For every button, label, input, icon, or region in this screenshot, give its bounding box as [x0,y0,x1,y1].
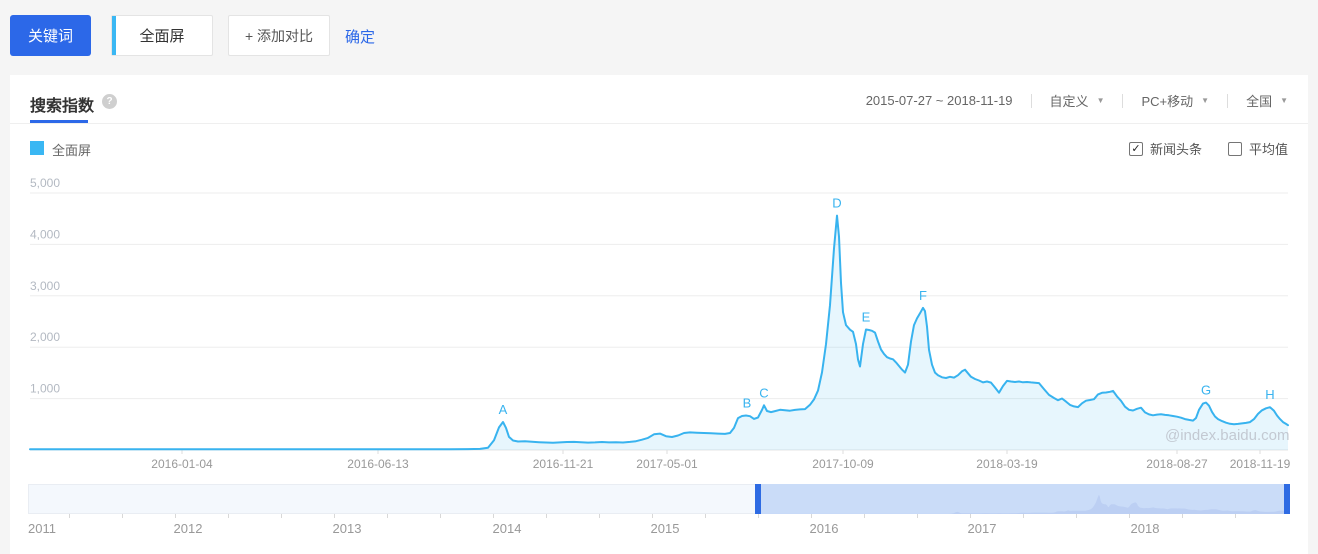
x-axis-label: 2018-11-19 [1230,457,1291,471]
keyword-button[interactable]: 关键词 [10,15,91,56]
x-axis-label: 2016-06-13 [347,457,409,471]
timeline-year-2017: 2017 [967,521,997,536]
separator [1122,93,1124,108]
add-compare-button[interactable]: + 添加对比 [228,15,330,56]
timeline-year-2014: 2014 [492,521,522,536]
x-axis-label: 2017-10-09 [812,457,874,471]
keyword-chip[interactable]: 全面屏 [111,15,213,56]
timeline-tick [546,514,547,518]
checkbox-label: 平均值 [1248,142,1288,157]
series-line[interactable] [29,214,1289,451]
y-axis-label: 5,000 [30,176,60,190]
tab-search-index[interactable]: 搜索指数 [30,98,95,115]
peak-marker-G[interactable]: G [1201,383,1211,398]
overlay-checkbox-group: ✓ 新闻头条 平均值 [1103,139,1288,158]
chevron-down-icon: ▼ [1201,96,1210,105]
active-tab-underline [30,120,88,123]
timeline-right-handle[interactable] [1284,484,1290,514]
timeline-tick [228,514,229,518]
dropdown-PC+移动[interactable]: PC+移动 ▼ [1141,91,1209,110]
y-axis-label: 4,000 [30,227,60,241]
timeline-slider: 2011 2012 2013 2014 2015 2016 2017 2018 [10,475,1308,545]
timeline-tick [1182,514,1183,518]
chevron-down-icon: ▼ [1280,96,1288,105]
timeline-tick [69,514,70,518]
date-range-label[interactable]: 2015-07-27 ~ 2018-11-19 [865,93,1013,108]
timeline-mini-area [757,494,1290,514]
x-axis-label: 2016-11-21 [533,457,594,471]
timeline-year-2012: 2012 [173,521,203,536]
timeline-tick [705,514,706,518]
x-axis-label: 2017-05-01 [636,457,698,471]
legend-series-label: 全面屏 [52,143,92,158]
timeline-tick [970,514,971,518]
dropdown-label: PC+移动 [1141,94,1194,109]
timeline-year-2011: 2011 [28,521,56,536]
checkbox-新闻头条[interactable]: ✓ 新闻头条 [1128,139,1202,158]
dropdown-自定义[interactable]: 自定义 ▼ [1050,91,1105,110]
peak-marker-D[interactable]: D [832,196,841,211]
keyword-chip-color-stripe [112,16,116,55]
peak-marker-E[interactable]: E [862,309,871,324]
watermark: @index.baidu.com [1165,427,1290,444]
keyword-chip-label: 全面屏 [139,28,185,45]
timeline-tick [1129,514,1130,518]
header-divider [10,123,1308,124]
checkbox-平均值[interactable]: 平均值 [1227,139,1288,158]
search-index-chart[interactable]: 1,000 2,000 3,000 4,000 5,000 2016-01-04 2016-… [10,175,1308,485]
timeline-tick [281,514,282,518]
peak-marker-F[interactable]: F [919,288,927,303]
timeline-tick [811,514,812,518]
chevron-down-icon: ▼ [1096,96,1105,105]
checkbox-unchecked-icon[interactable] [1227,141,1242,156]
peak-marker-B[interactable]: B [743,395,752,410]
separator [1030,93,1032,108]
timeline-mini-chart [757,494,1290,514]
timeline-tick [758,514,759,518]
timeline-tick [493,514,494,518]
timeline-tick [1235,514,1236,518]
help-icon[interactable]: ? [102,94,117,109]
timeline-tick [122,514,123,518]
timeline-year-2015: 2015 [650,521,680,536]
peak-marker-C[interactable]: C [759,385,768,400]
search-index-panel: 搜索指数 ? 2015-07-27 ~ 2018-11-19 自定义 ▼ PC+移动… [10,75,1308,554]
dropdown-label: 全国 [1246,94,1273,109]
y-axis-label: 1,000 [30,382,60,396]
timeline-tick [387,514,388,518]
timeline-tick [1076,514,1077,518]
timeline-tick [917,514,918,518]
y-axis-label: 2,000 [30,330,60,344]
x-axis-label: 2018-08-27 [1146,457,1208,471]
timeline-left-handle[interactable] [755,484,761,514]
timeline-tick [1023,514,1024,518]
checkbox-checked-icon[interactable]: ✓ [1128,141,1143,156]
timeline-year-2016: 2016 [809,521,839,536]
y-axis-label: 3,000 [30,279,60,293]
peak-marker-A[interactable]: A [499,402,508,417]
checkbox-label: 新闻头条 [1149,142,1202,157]
timeline-year-2018: 2018 [1130,521,1160,536]
x-axis-label: 2016-01-04 [151,457,213,471]
separator [1227,93,1229,108]
dropdown-label: 自定义 [1049,94,1089,109]
timeline-tick [440,514,441,518]
confirm-link[interactable]: 确定 [345,29,376,46]
peak-marker-H[interactable]: H [1265,387,1274,402]
series-area [30,215,1288,450]
top-toolbar: 关键词 全面屏 + 添加对比 确定 [0,0,1318,75]
header-controls: 2015-07-27 ~ 2018-11-19 自定义 ▼ PC+移动 ▼ 全国 ▼ [866,91,1288,110]
timeline-tick [864,514,865,518]
timeline-tick [334,514,335,518]
timeline-tick [599,514,600,518]
timeline-selected-range[interactable] [757,484,1290,514]
timeline-tick [175,514,176,518]
timeline-year-2013: 2013 [332,521,362,536]
timeline-tick [652,514,653,518]
x-axis-label: 2018-03-19 [976,457,1038,471]
dropdown-全国[interactable]: 全国 ▼ [1246,91,1288,110]
legend-color-swatch [30,141,44,155]
